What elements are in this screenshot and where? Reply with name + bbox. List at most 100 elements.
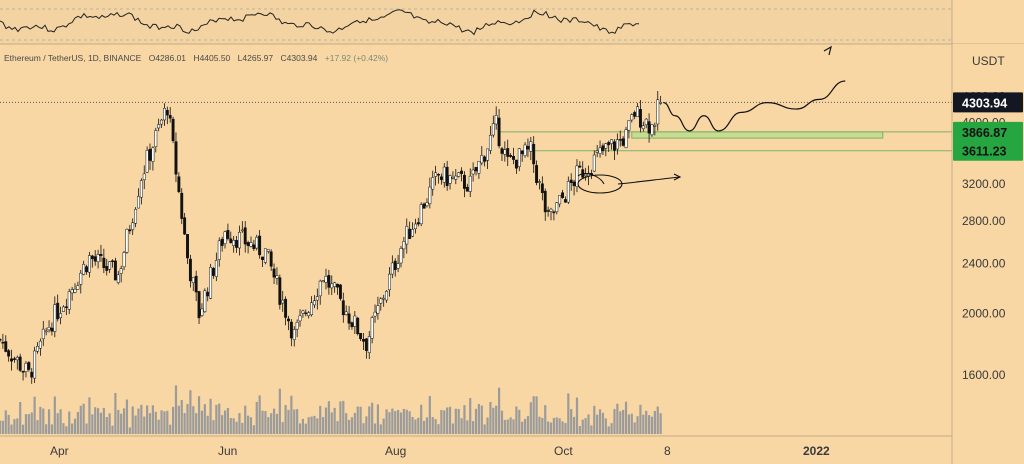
candle-body — [500, 148, 504, 154]
volume-bar — [1, 420, 4, 434]
volume-bar — [549, 422, 553, 434]
candle-body — [422, 203, 426, 209]
volume-bar — [521, 421, 524, 434]
candle-body — [122, 252, 126, 268]
candle-body — [330, 283, 334, 289]
volume-bar — [174, 385, 178, 434]
volume-bar — [261, 410, 264, 434]
candle-body — [413, 223, 417, 230]
candle-body — [333, 282, 337, 287]
volume-bar — [114, 392, 117, 434]
candle-body — [595, 150, 599, 153]
candle-body — [269, 251, 273, 267]
volume-bar — [581, 419, 584, 434]
volume-bar — [137, 408, 140, 434]
candle-body — [79, 272, 83, 285]
candle-body — [607, 142, 611, 146]
candle-body — [4, 341, 8, 352]
candle-body — [621, 138, 625, 146]
candle-body — [128, 229, 132, 232]
candle-body — [154, 130, 158, 147]
volume-bar — [391, 408, 394, 434]
volume-bar — [120, 413, 123, 434]
candle-body — [636, 106, 640, 118]
time-axis[interactable]: Apr Jun Aug Oct 8 2022 — [0, 435, 952, 458]
volume-bar — [270, 413, 273, 434]
candle-body — [304, 312, 308, 315]
volume-bar — [246, 415, 250, 434]
volume-bar — [169, 424, 172, 434]
candle-body — [327, 275, 331, 288]
candle-body — [174, 141, 178, 175]
volume-bar — [460, 418, 463, 434]
projection-drawing[interactable] — [663, 80, 846, 132]
volume-bar — [160, 410, 163, 434]
breakout-arrow[interactable] — [617, 176, 681, 185]
symbol-name[interactable]: Ethereum / TetherUS, 1D, BINANCE — [4, 53, 142, 63]
candle-body — [93, 256, 97, 262]
volume-bar — [552, 417, 555, 434]
candle-body — [139, 180, 143, 198]
volume-bar — [394, 411, 397, 434]
volume-bar — [249, 417, 253, 434]
volume-bar — [319, 405, 322, 434]
volume-bar — [163, 411, 166, 434]
volume-bar — [33, 396, 36, 434]
volume-bar — [327, 401, 330, 434]
volume-bar — [88, 397, 91, 434]
demand-zone[interactable] — [631, 131, 884, 139]
candle-body — [272, 268, 276, 278]
candle-body — [252, 244, 256, 249]
volume-bar — [73, 418, 77, 434]
volume-bar — [472, 421, 475, 434]
volume-bar — [388, 412, 391, 434]
time-label-8: 8 — [664, 444, 671, 458]
candle-body — [538, 181, 541, 183]
volume-bar — [414, 419, 417, 434]
volume-bar — [238, 413, 241, 434]
candle-body — [592, 154, 596, 172]
price-axis[interactable]: USDT 4400.004000.003200.002800.002400.00… — [951, 0, 1024, 464]
volume-bar — [399, 412, 403, 434]
volume-bar — [495, 405, 498, 434]
candle-body — [183, 217, 187, 235]
candle-body — [644, 118, 648, 126]
candle-body — [261, 256, 264, 260]
highlight-ellipse[interactable] — [577, 174, 623, 194]
candle-body — [64, 306, 68, 308]
volume-bar — [622, 409, 625, 434]
volume-bar — [440, 409, 443, 434]
volume-bar — [166, 410, 169, 434]
volume-bar — [405, 409, 408, 434]
candle-body — [416, 222, 420, 225]
volume-bar — [146, 405, 149, 434]
candle-body — [474, 167, 478, 172]
volume-bar — [558, 418, 561, 434]
price-tick-label: 1600.00 — [962, 368, 1006, 382]
candle-body — [10, 358, 13, 362]
volume-bar — [212, 420, 215, 434]
volume-bar — [200, 410, 204, 434]
candle-body — [220, 239, 224, 246]
candle-body — [572, 181, 576, 186]
volume-bar — [385, 409, 388, 434]
time-label-apr: Apr — [50, 444, 69, 458]
volume-bar — [457, 408, 460, 434]
candle-body — [194, 275, 198, 293]
candle-body — [171, 118, 175, 142]
candle-body — [471, 169, 475, 175]
candle-body — [578, 165, 582, 168]
volume-bar — [451, 423, 455, 434]
volume-bar — [235, 421, 238, 434]
candle-body — [624, 129, 628, 148]
candle-body — [258, 235, 262, 256]
candle-body — [229, 238, 233, 244]
volume-bar — [584, 418, 587, 434]
candle-body — [307, 312, 311, 317]
price-tick-label: 3200.00 — [962, 177, 1006, 191]
candle-body — [633, 112, 637, 117]
candle-body — [425, 202, 429, 207]
volume-bar — [630, 413, 633, 434]
volume-bar — [529, 402, 532, 434]
